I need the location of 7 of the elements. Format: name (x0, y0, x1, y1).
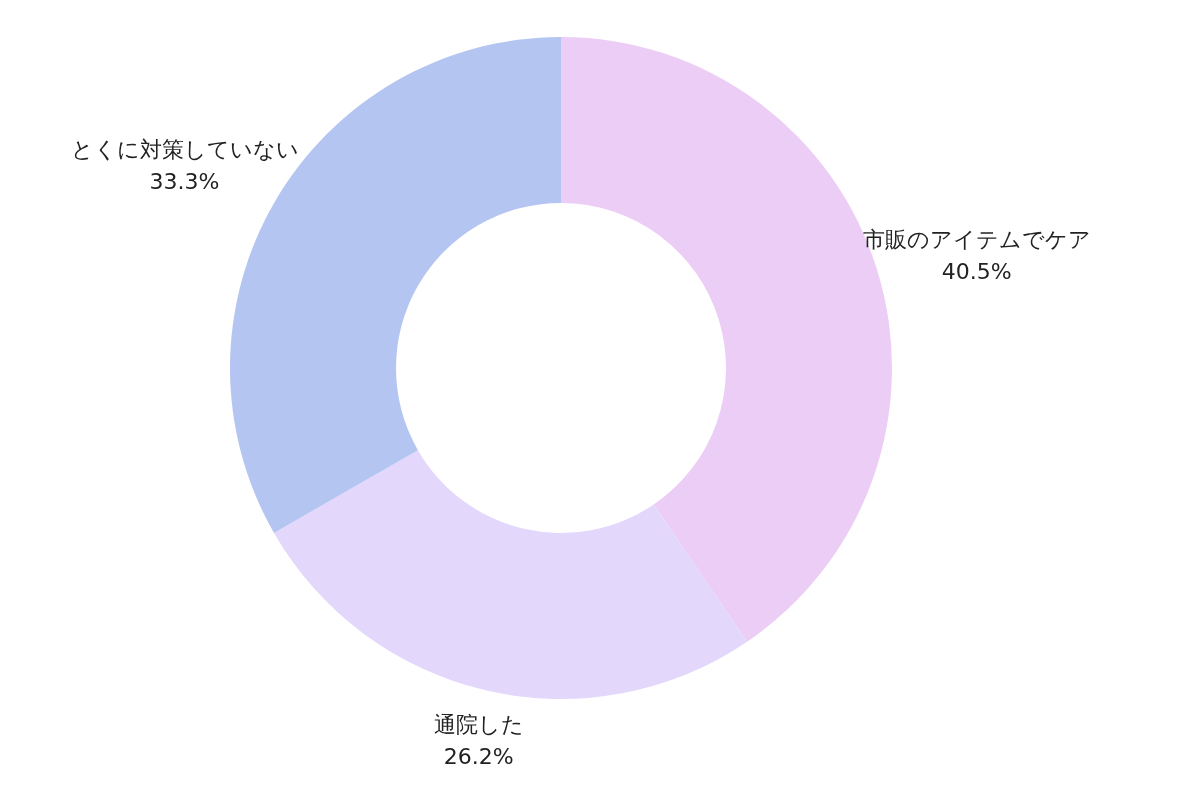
donut-slice (230, 37, 561, 533)
data-label: 33.3% (149, 169, 220, 195)
data-label: 40.5% (941, 259, 1012, 285)
data-label: 26.2% (443, 744, 514, 770)
slice-label: 通院した (433, 712, 524, 738)
slice-label: とくに対策していない (70, 137, 299, 163)
slice-label: 市販のアイテムでケア (862, 227, 1091, 253)
